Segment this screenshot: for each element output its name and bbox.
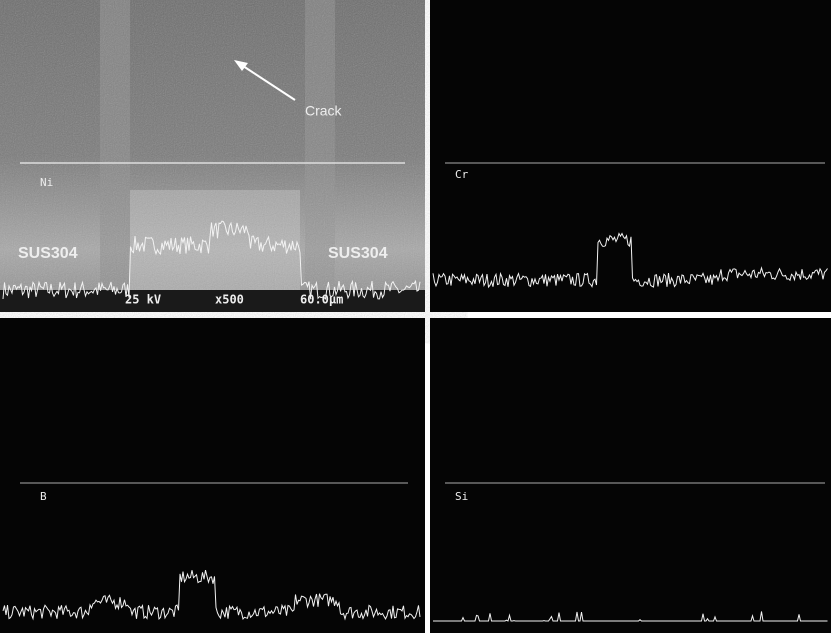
trace-label: Ni [40, 176, 53, 189]
element-label: Cr [455, 168, 469, 181]
figure: Crack Ni SUS304 SUS304 25 kV x500 60.0µm… [0, 0, 831, 633]
region-label: SUS304 [328, 245, 388, 262]
region-label: SUS304 [18, 245, 78, 262]
element-label: B [40, 490, 47, 503]
si-panel: Si [430, 318, 831, 633]
element-label: Si [455, 490, 468, 503]
b-panel: B [0, 318, 425, 633]
cr-panel: Cr [430, 0, 831, 312]
sem-panel: Crack Ni SUS304 SUS304 25 kV x500 60.0µm [0, 0, 425, 312]
scale-voltage: 25 kV [125, 293, 161, 307]
crack-label: Crack [305, 103, 343, 119]
scale-length: 60.0µm [300, 293, 343, 307]
scale-magnification: x500 [215, 293, 244, 307]
